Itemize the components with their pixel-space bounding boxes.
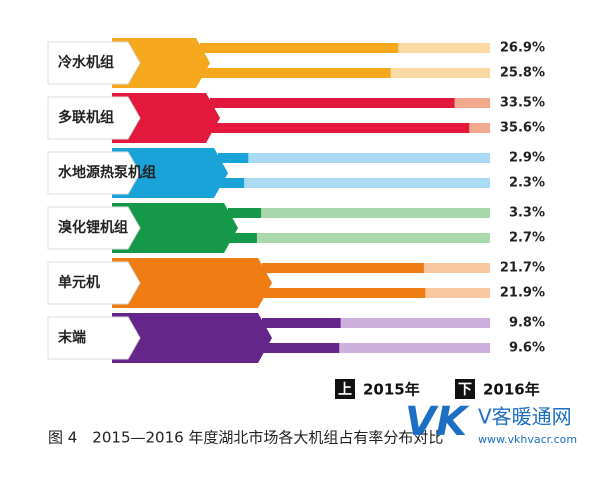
logo-url: www.vkhvacr.com: [478, 433, 577, 446]
category-arrow: [112, 93, 220, 143]
value-label: 9.6%: [509, 341, 545, 356]
legend-label: 2016年: [483, 381, 540, 399]
bar: [262, 263, 424, 273]
category-box: [47, 316, 141, 360]
category-label: 溴化锂机组: [58, 219, 128, 236]
legend-marker: 上: [338, 382, 352, 398]
bar: [228, 208, 262, 218]
category-box: [47, 96, 141, 140]
bar-track: [262, 343, 490, 353]
category-label: 水地源热泵机组: [58, 164, 156, 181]
category-label: 冷水机组: [58, 54, 114, 71]
bar-track: [218, 153, 490, 163]
value-label: 33.5%: [500, 96, 545, 111]
category-arrow: [112, 148, 228, 198]
value-label: 3.3%: [509, 206, 545, 221]
bar: [210, 123, 470, 133]
logo-mark: VK: [405, 399, 470, 445]
category-label: 多联机组: [58, 109, 114, 126]
category-box: [47, 41, 141, 85]
caption: 图 4 2015—2016 年度湖北市场各大机组占有率分布对比: [48, 429, 443, 447]
category-box: [47, 206, 141, 250]
category-box: [47, 151, 141, 195]
bar-track: [262, 318, 490, 328]
bar: [200, 68, 391, 78]
bar: [228, 233, 257, 243]
category-arrow: [112, 313, 272, 363]
bar-track: [228, 208, 490, 218]
value-label: 2.9%: [509, 151, 545, 166]
value-label: 21.9%: [500, 286, 545, 301]
value-label: 21.7%: [500, 261, 545, 276]
value-label: 26.9%: [500, 41, 545, 56]
category-arrow: [112, 258, 272, 308]
bar: [262, 343, 340, 353]
category-box: [47, 261, 141, 305]
value-label: 9.8%: [509, 316, 545, 331]
bar: [200, 43, 399, 53]
legend-marker-box: [335, 379, 355, 399]
category-label: 单元机: [58, 274, 100, 291]
bar-track: [228, 233, 490, 243]
legend-label: 2015年: [363, 381, 420, 399]
legend-marker: 下: [458, 382, 472, 398]
bar: [218, 153, 249, 163]
bar-track: [218, 178, 490, 188]
value-label: 35.6%: [500, 121, 545, 136]
logo-name: V客暖通网: [478, 405, 572, 429]
bar: [210, 98, 455, 108]
bar: [218, 178, 245, 188]
legend-marker-box: [455, 379, 475, 399]
category-arrow: [112, 38, 210, 88]
bar: [262, 288, 426, 298]
value-label: 2.3%: [509, 176, 545, 191]
value-label: 2.7%: [509, 231, 545, 246]
category-arrow: [112, 203, 238, 253]
value-label: 25.8%: [500, 66, 545, 81]
category-label: 末端: [58, 329, 86, 346]
bar: [262, 318, 341, 328]
